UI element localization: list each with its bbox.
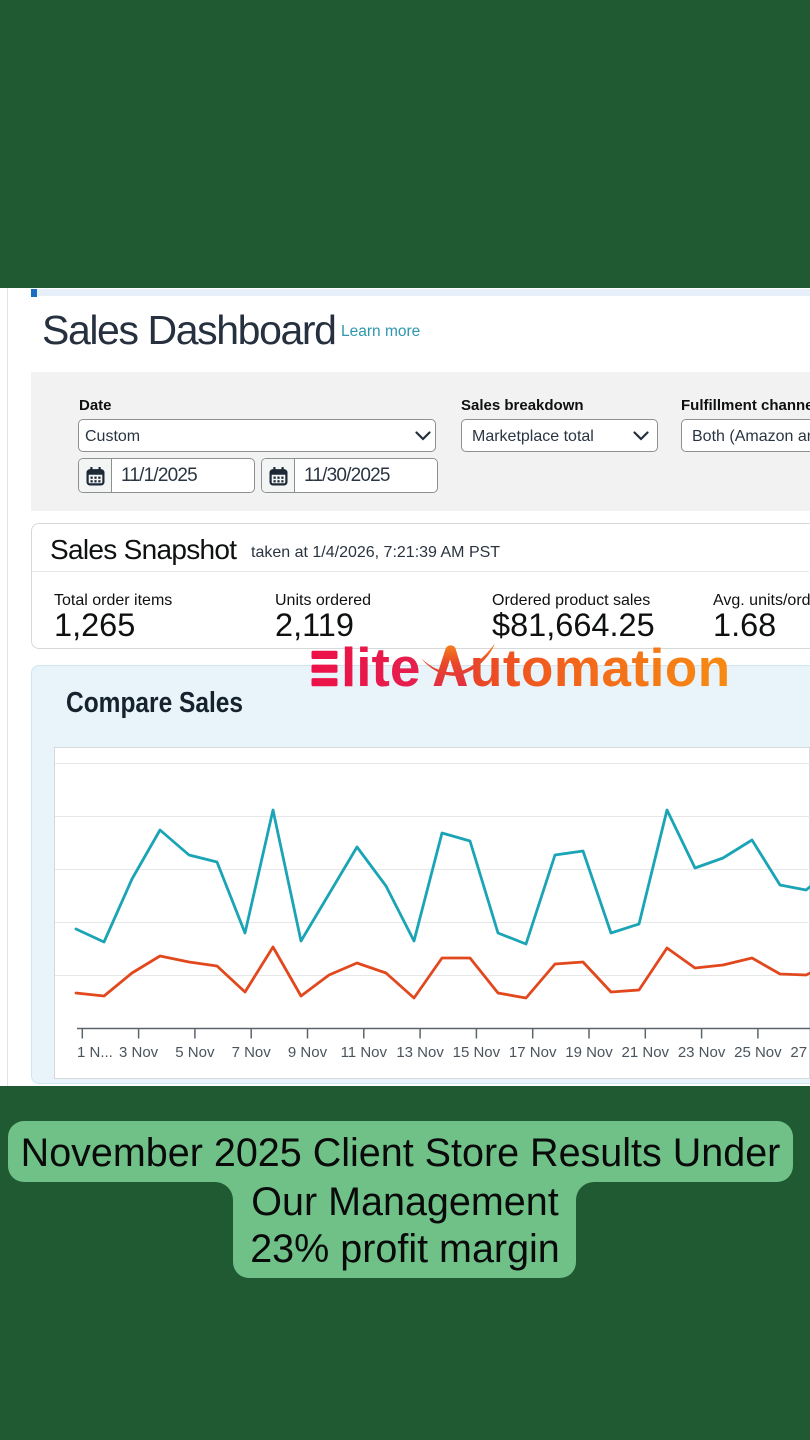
svg-text:17 Nov: 17 Nov <box>509 1044 557 1061</box>
svg-text:13 Nov: 13 Nov <box>396 1044 444 1061</box>
svg-text:3 Nov: 3 Nov <box>119 1044 159 1061</box>
svg-text:5 Nov: 5 Nov <box>175 1044 215 1061</box>
svg-text:9 Nov: 9 Nov <box>288 1044 328 1061</box>
svg-text:25 Nov: 25 Nov <box>734 1044 782 1061</box>
svg-text:15 Nov: 15 Nov <box>453 1044 501 1061</box>
svg-text:21 Nov: 21 Nov <box>622 1044 670 1061</box>
svg-text:27 Nov: 27 Nov <box>790 1044 810 1061</box>
svg-text:1 N...: 1 N... <box>77 1044 113 1061</box>
svg-text:23 Nov: 23 Nov <box>678 1044 726 1061</box>
svg-text:7 Nov: 7 Nov <box>232 1044 272 1061</box>
svg-text:19 Nov: 19 Nov <box>565 1044 613 1061</box>
svg-text:lite: lite <box>341 640 420 696</box>
svg-text:utomation: utomation <box>470 640 731 696</box>
svg-text:11 Nov: 11 Nov <box>341 1044 388 1061</box>
